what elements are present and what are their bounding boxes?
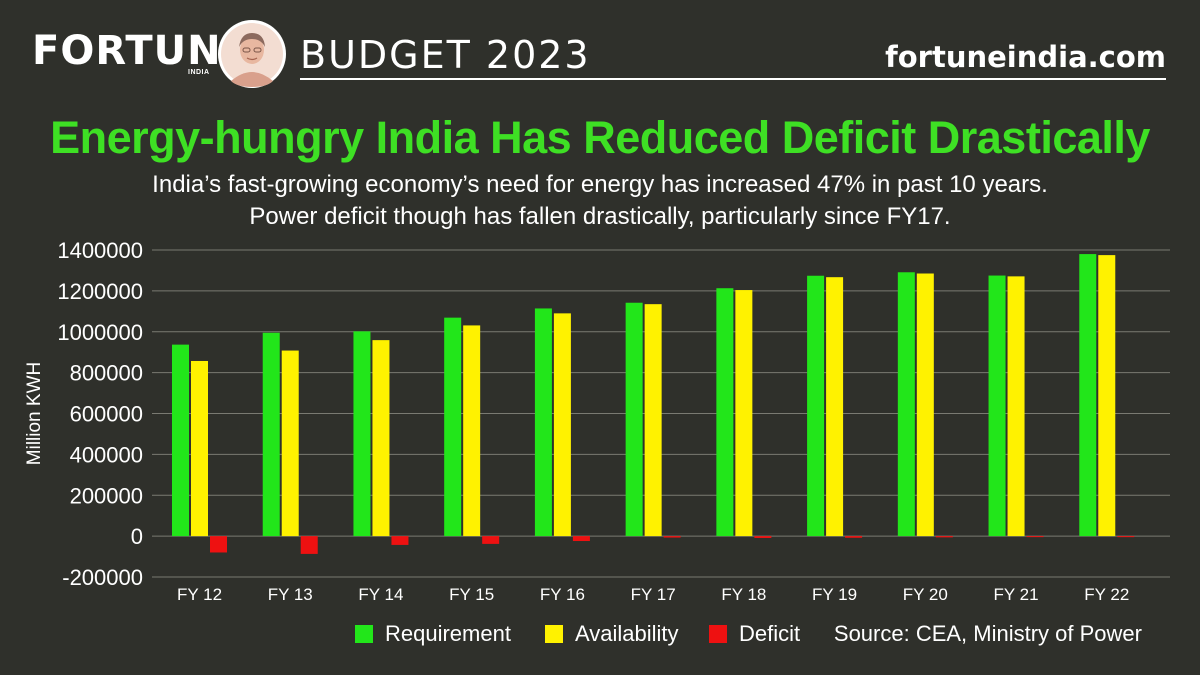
deficit-bar xyxy=(300,536,318,554)
source-note: Source: CEA, Ministry of Power xyxy=(833,621,1142,646)
x-tick-label: FY 18 xyxy=(721,585,766,604)
requirement-bar xyxy=(897,272,915,537)
legend-label-deficit: Deficit xyxy=(739,621,801,646)
legend-label-requirement: Requirement xyxy=(385,621,511,646)
deficit-bar xyxy=(1117,536,1135,538)
y-tick-label: 800000 xyxy=(70,361,143,386)
availability-bar xyxy=(191,360,208,537)
y-tick-label: 1000000 xyxy=(57,320,143,345)
site-link[interactable]: fortuneindia.com xyxy=(885,40,1166,74)
requirement-bar xyxy=(444,317,462,537)
legend-requirement: Requirement xyxy=(355,621,511,647)
availability-bar xyxy=(463,325,481,537)
requirement-bar xyxy=(625,302,643,537)
requirement-bar xyxy=(716,288,734,537)
requirement-bar xyxy=(807,275,825,537)
y-axis-label: Million KWH xyxy=(24,362,45,465)
availability-bar xyxy=(735,290,753,537)
x-tick-label: FY 21 xyxy=(994,585,1039,604)
deficit-bar xyxy=(210,536,227,553)
brand-logo: FORTUNE xyxy=(32,28,250,74)
legend-swatch-requirement xyxy=(355,625,373,643)
x-tick-label: FY 20 xyxy=(903,585,948,604)
requirement-bar xyxy=(172,344,189,537)
availability-bar xyxy=(281,350,299,537)
deficit-bar xyxy=(935,536,953,538)
deficit-bar xyxy=(482,536,500,544)
x-tick-label: FY 14 xyxy=(358,585,403,604)
y-tick-label: 1200000 xyxy=(57,279,143,304)
availability-bar xyxy=(644,304,662,537)
x-tick-label: FY 19 xyxy=(812,585,857,604)
x-tick-label: FY 16 xyxy=(540,585,585,604)
availability-bar xyxy=(1098,255,1116,537)
requirement-bar xyxy=(353,331,371,537)
y-tick-label: 1400000 xyxy=(57,238,143,263)
x-tick-label: FY 15 xyxy=(449,585,494,604)
availability-bar xyxy=(826,277,844,537)
deficit-bar xyxy=(1026,536,1044,538)
brand-sub-label: INDIA xyxy=(188,69,210,76)
y-tick-label: 0 xyxy=(131,524,143,549)
legend-availability: Availability xyxy=(545,621,679,647)
availability-bar xyxy=(372,340,390,537)
chart-title: Energy-hungry India Has Reduced Deficit … xyxy=(50,112,1150,163)
requirement-bar xyxy=(988,275,1006,537)
x-tick-label: FY 13 xyxy=(268,585,313,604)
edition-label: BUDGET 2023 xyxy=(300,33,591,77)
chart-subtitle-line-1: India’s fast-growing economy’s need for … xyxy=(152,171,1048,198)
deficit-bar xyxy=(572,536,590,542)
y-tick-label: 600000 xyxy=(70,402,143,427)
legend-label-availability: Availability xyxy=(575,621,679,646)
y-tick-label: 200000 xyxy=(70,483,143,508)
deficit-bar xyxy=(845,536,863,538)
x-tick-label: FY 12 xyxy=(177,585,222,604)
x-tick-label: FY 22 xyxy=(1084,585,1129,604)
x-tick-label: FY 17 xyxy=(631,585,676,604)
availability-bar xyxy=(916,273,934,537)
availability-bar xyxy=(1007,276,1025,537)
deficit-bar xyxy=(663,536,681,538)
y-tick-label: -200000 xyxy=(62,565,143,590)
availability-bar xyxy=(553,313,571,537)
requirement-bar xyxy=(534,308,552,537)
legend-swatch-deficit xyxy=(709,625,727,643)
deficit-bar xyxy=(754,536,772,538)
legend-swatch-availability xyxy=(545,625,563,643)
chart-subtitle-line-2: Power deficit though has fallen drastica… xyxy=(249,203,951,230)
requirement-bar xyxy=(1079,254,1097,537)
portrait-icon xyxy=(218,20,286,88)
legend-deficit: Deficit xyxy=(709,621,800,647)
requirement-bar xyxy=(262,332,280,537)
deficit-bar xyxy=(391,536,409,545)
y-tick-label: 400000 xyxy=(70,442,143,467)
header-divider xyxy=(300,78,1166,80)
